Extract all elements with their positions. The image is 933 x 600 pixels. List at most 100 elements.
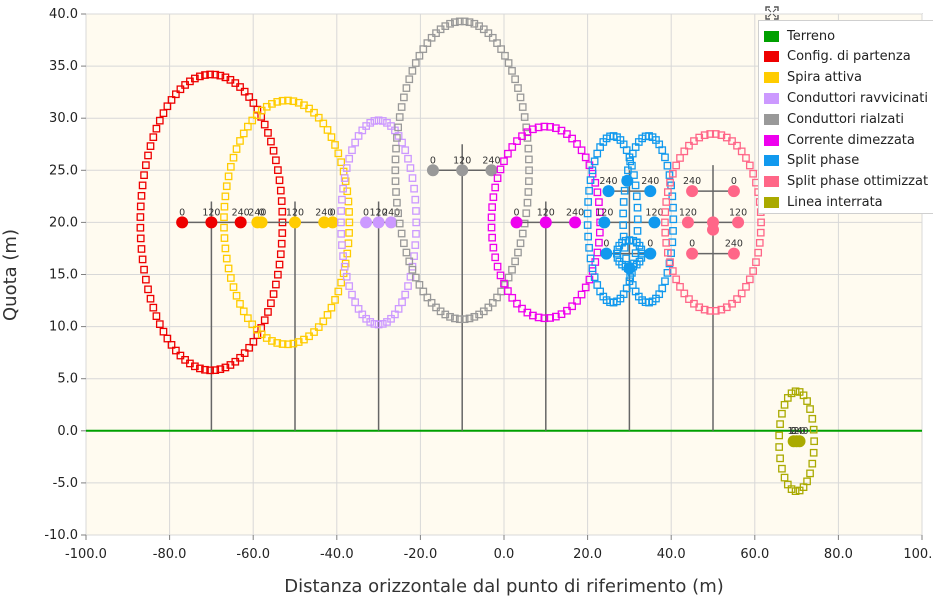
contour-marker <box>152 124 161 133</box>
contour-marker <box>401 146 410 155</box>
contour-marker <box>221 73 230 82</box>
legend-item[interactable]: Config. di partenza <box>764 47 911 67</box>
contour-marker <box>500 157 508 166</box>
contour-marker <box>331 296 339 304</box>
y-tick-label: -10.0 <box>44 528 78 543</box>
contour-marker <box>274 270 282 279</box>
contour-marker <box>568 134 576 143</box>
contour-marker <box>411 273 420 282</box>
contour-marker <box>327 133 336 141</box>
contour-marker <box>504 149 512 158</box>
contour-marker <box>351 298 359 307</box>
contour-marker <box>412 218 421 227</box>
contour-marker <box>334 287 343 296</box>
contour-marker <box>621 236 630 245</box>
contour-marker <box>394 123 403 132</box>
contour-marker <box>339 184 347 193</box>
contour-marker <box>488 203 497 212</box>
contour-marker <box>595 208 604 217</box>
contour-marker <box>775 431 784 440</box>
contour-marker <box>491 183 500 192</box>
series-6: 240 240 120 120 0 0 <box>583 132 678 431</box>
contour-marker <box>778 409 786 418</box>
y-tick-label: 5.0 <box>57 372 78 387</box>
contour-marker <box>749 169 758 178</box>
conductor-point <box>360 216 373 229</box>
contour-marker <box>221 363 230 372</box>
contour-marker <box>733 295 741 303</box>
contour-marker <box>370 117 379 125</box>
conductor-point <box>686 185 699 198</box>
contour-marker <box>493 293 501 302</box>
contour-marker <box>625 236 634 244</box>
legend-item[interactable]: Split phase <box>764 151 859 171</box>
y-tick-label: 10.0 <box>49 320 78 335</box>
contour-marker <box>378 117 387 125</box>
contour-marker <box>776 454 784 463</box>
contour-marker <box>272 280 280 289</box>
x-tick-label: 40.0 <box>657 547 686 562</box>
y-tick-label: -5.0 <box>53 476 78 491</box>
conductor-point <box>644 247 657 260</box>
contour-marker <box>501 51 509 60</box>
contour-marker <box>620 186 629 195</box>
contour-marker <box>508 143 517 151</box>
contour-marker <box>525 155 533 164</box>
contour-marker <box>226 162 235 171</box>
contour-marker <box>613 253 622 262</box>
contour-marker <box>136 213 145 221</box>
contour-marker <box>249 337 258 346</box>
legend-item[interactable]: Terreno <box>764 26 835 46</box>
contour-marker <box>294 98 303 107</box>
legend-item[interactable]: Split phase ottimizzat <box>764 172 928 192</box>
expand-icon[interactable] <box>765 5 779 20</box>
legend-item[interactable]: Linea interrata <box>764 192 883 212</box>
contour-marker <box>243 314 252 323</box>
contour-marker <box>415 51 424 60</box>
conductor-phase-label: 240 <box>315 207 333 218</box>
contour-marker <box>176 85 185 94</box>
contour-marker <box>206 70 214 79</box>
contour-marker <box>733 141 741 150</box>
conductor-point <box>539 216 552 229</box>
contour-marker <box>585 275 594 284</box>
contour-marker <box>305 104 313 113</box>
contour-marker <box>155 116 164 125</box>
contour-marker <box>455 17 464 26</box>
legend-item[interactable]: Spira attiva <box>764 68 862 88</box>
contour-marker <box>216 71 225 80</box>
conductor-point <box>456 164 469 177</box>
contour-marker <box>338 195 346 204</box>
contour-marker <box>342 272 351 281</box>
x-tick-label: -20.0 <box>404 547 438 562</box>
legend-item[interactable]: Conduttori ravvicinati <box>764 88 928 108</box>
contour-marker <box>236 299 244 308</box>
conductor-point <box>234 216 247 229</box>
conductor-point <box>385 216 398 229</box>
conductor-point <box>372 216 385 229</box>
contour-marker <box>337 229 346 238</box>
contour-marker <box>465 314 474 323</box>
contour-marker <box>676 154 684 162</box>
contour-marker <box>342 164 351 172</box>
conductor-phase-label: 0 <box>791 426 797 437</box>
contour-marker <box>756 228 765 237</box>
contour-marker <box>146 142 155 150</box>
contour-marker <box>717 305 726 314</box>
contour-marker <box>446 19 454 28</box>
legend-item[interactable]: Conduttori rialzati <box>764 109 904 129</box>
contour-marker <box>523 198 532 207</box>
legend-label: Linea interrata <box>787 194 883 210</box>
series-5: 0 120 240 <box>487 122 604 431</box>
contour-marker <box>803 397 811 405</box>
contour-marker <box>669 227 677 235</box>
contour-marker <box>243 122 252 131</box>
contour-marker <box>516 239 525 248</box>
contour-marker <box>669 215 678 224</box>
contour-marker <box>810 437 819 446</box>
contour-marker <box>573 296 581 305</box>
contour-marker <box>253 331 262 340</box>
contour-marker <box>144 151 152 160</box>
legend-item[interactable]: Corrente dimezzata <box>764 130 915 150</box>
contour-marker <box>334 149 343 158</box>
